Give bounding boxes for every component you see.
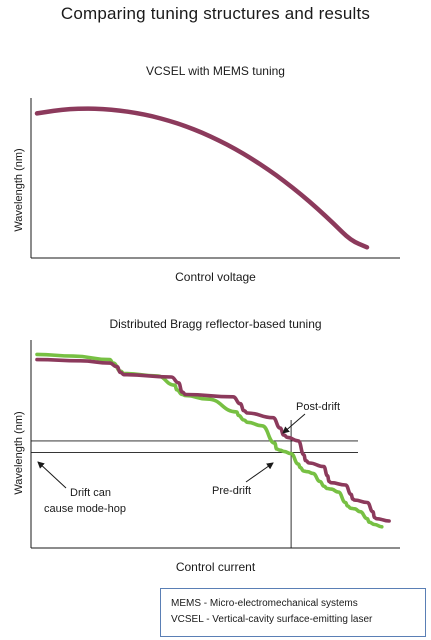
mode-hop-arrow [37,461,67,489]
mode-hop-label-line1: Drift can [70,487,111,499]
chart2-series-2-line [35,357,391,523]
post-drift-label: Post-drift [296,401,340,413]
chart2-series-1-line [35,352,384,529]
chart2-xlabel: Control current [175,560,256,574]
chart1-xlabel: Control voltage [175,270,256,284]
post-drift-arrow [282,413,306,434]
legend-line-mems: MEMS - Micro-electromechanical systems [171,598,358,609]
page-title: Comparing tuning structures and results [60,4,371,23]
legend-line-vcsel: VCSEL - Vertical-cavity surface-emitting… [171,614,373,625]
abbreviation-legend: MEMS - Micro-electromechanical systems V… [160,588,426,637]
pre-drift-arrow [245,462,274,483]
chart1-title: VCSEL with MEMS tuning [146,64,285,78]
chart1-series-1-line [34,106,370,250]
pre-drift-label: Pre-drift [212,485,251,497]
mode-hop-label-line2: cause mode-hop [44,503,126,515]
chart2-title: Distributed Bragg reflector-based tuning [109,317,322,331]
